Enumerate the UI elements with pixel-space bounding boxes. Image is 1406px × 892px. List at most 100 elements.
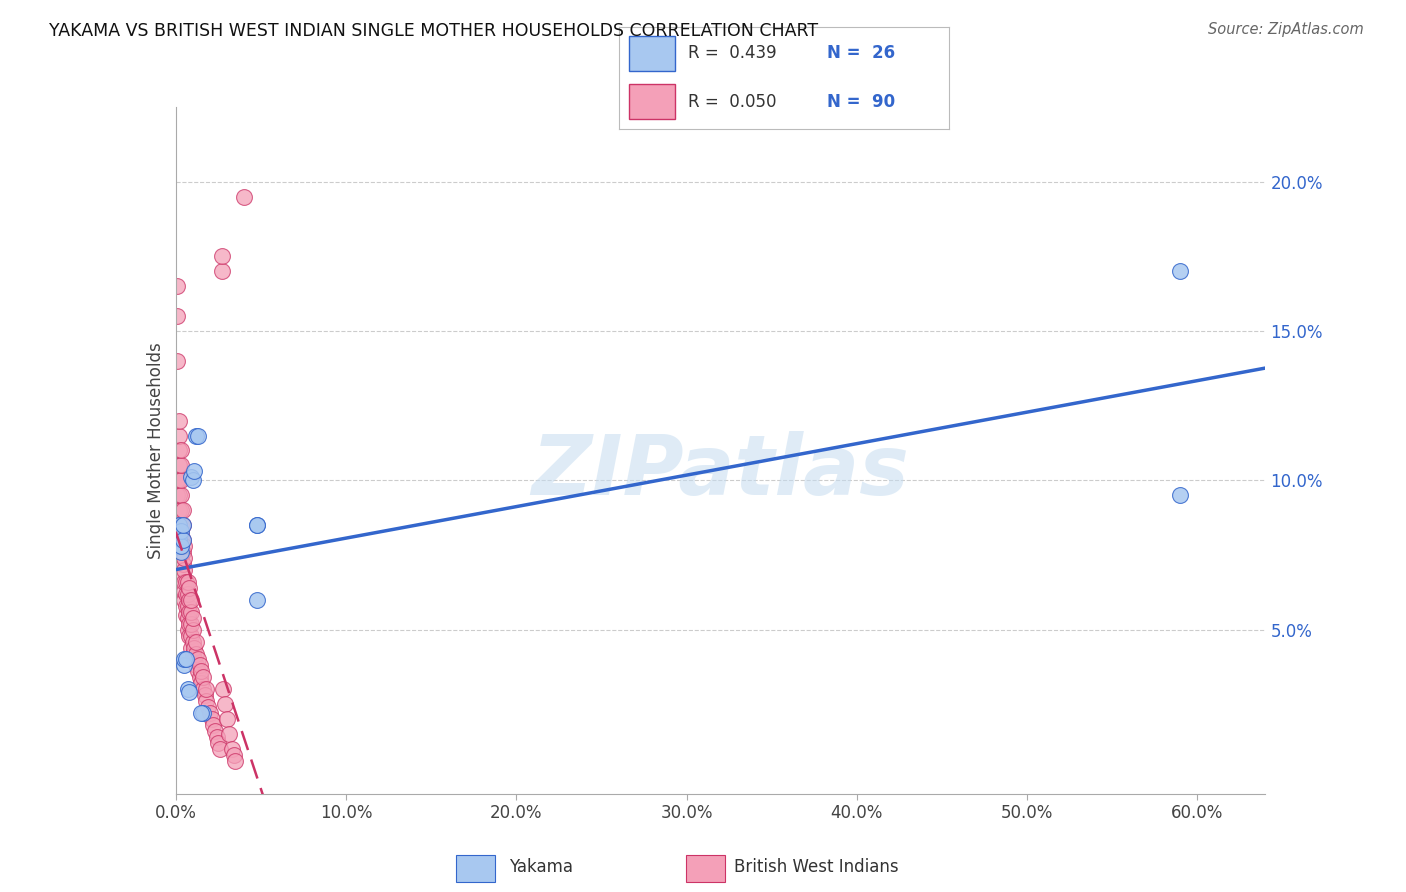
Point: [183, 464, 205, 478]
Point: [246, 592, 269, 607]
Point: [167, 503, 190, 517]
Point: [187, 652, 209, 666]
Point: [176, 599, 198, 613]
Text: Yakama: Yakama: [509, 858, 574, 877]
Point: [174, 652, 197, 666]
Point: [173, 592, 195, 607]
Point: [170, 527, 193, 541]
Point: [172, 545, 194, 559]
Point: [166, 354, 188, 368]
Point: [167, 443, 190, 458]
Point: [183, 640, 205, 655]
Point: [170, 443, 193, 458]
Point: [167, 488, 190, 502]
Text: R =  0.439: R = 0.439: [688, 45, 776, 62]
Point: [246, 518, 269, 533]
Text: Source: ZipAtlas.com: Source: ZipAtlas.com: [1208, 22, 1364, 37]
Point: [198, 706, 221, 721]
Point: [246, 518, 269, 533]
Point: [180, 629, 202, 643]
Point: [167, 518, 190, 533]
Point: [173, 583, 195, 598]
Point: [172, 569, 194, 583]
Bar: [628, 84, 675, 119]
Point: [202, 718, 225, 732]
Point: [172, 518, 194, 533]
Bar: [628, 36, 675, 70]
Point: [180, 605, 202, 619]
Point: [186, 634, 208, 648]
Point: [170, 533, 193, 547]
Point: [173, 574, 195, 589]
Point: [181, 623, 204, 637]
Point: [191, 670, 214, 684]
Point: [212, 682, 235, 697]
Point: [204, 724, 226, 739]
Point: [172, 503, 194, 517]
Bar: [686, 855, 725, 881]
Point: [195, 694, 218, 708]
Point: [197, 700, 219, 714]
Text: N =  90: N = 90: [827, 93, 896, 111]
Point: [194, 689, 217, 703]
Point: [166, 279, 188, 293]
Point: [180, 616, 202, 631]
Point: [179, 685, 201, 699]
Point: [190, 676, 212, 690]
Text: R =  0.050: R = 0.050: [688, 93, 776, 111]
Point: [181, 473, 204, 487]
Point: [186, 647, 208, 661]
Point: [174, 587, 197, 601]
Point: [176, 682, 198, 697]
Point: [167, 458, 190, 473]
Point: [170, 488, 193, 502]
Point: [187, 665, 209, 679]
Point: [179, 616, 201, 631]
Point: [180, 640, 202, 655]
Point: [191, 682, 214, 697]
Point: [181, 647, 204, 661]
Point: [183, 652, 205, 666]
Point: [207, 736, 229, 750]
Point: [170, 458, 193, 473]
Point: [166, 309, 188, 323]
Point: [215, 712, 238, 726]
Point: [179, 605, 201, 619]
Point: [180, 592, 202, 607]
Point: [211, 264, 233, 278]
Point: [176, 574, 198, 589]
Point: [173, 652, 195, 666]
Point: [167, 533, 190, 547]
Y-axis label: Single Mother Households: Single Mother Households: [146, 343, 165, 558]
Point: [214, 698, 236, 712]
Text: YAKAMA VS BRITISH WEST INDIAN SINGLE MOTHER HOUSEHOLDS CORRELATION CHART: YAKAMA VS BRITISH WEST INDIAN SINGLE MOT…: [49, 22, 818, 40]
Point: [176, 623, 198, 637]
Point: [176, 610, 198, 624]
Point: [188, 670, 211, 684]
Point: [211, 249, 233, 263]
Point: [176, 587, 198, 601]
Point: [181, 634, 204, 648]
Bar: [456, 855, 495, 881]
Point: [190, 706, 212, 721]
Point: [166, 473, 188, 487]
Point: [170, 545, 193, 559]
Point: [1168, 264, 1191, 278]
Point: [166, 527, 188, 541]
Point: [170, 503, 193, 517]
Point: [172, 518, 194, 533]
Point: [186, 658, 208, 673]
Point: [1168, 488, 1191, 502]
Point: [166, 488, 188, 502]
Point: [195, 682, 218, 697]
Point: [179, 592, 201, 607]
Point: [173, 563, 195, 577]
Point: [222, 747, 245, 762]
Point: [221, 742, 243, 756]
Point: [166, 539, 188, 553]
Point: [170, 548, 193, 562]
Point: [205, 730, 228, 744]
Point: [174, 574, 197, 589]
Point: [191, 706, 214, 721]
Text: N =  26: N = 26: [827, 45, 896, 62]
